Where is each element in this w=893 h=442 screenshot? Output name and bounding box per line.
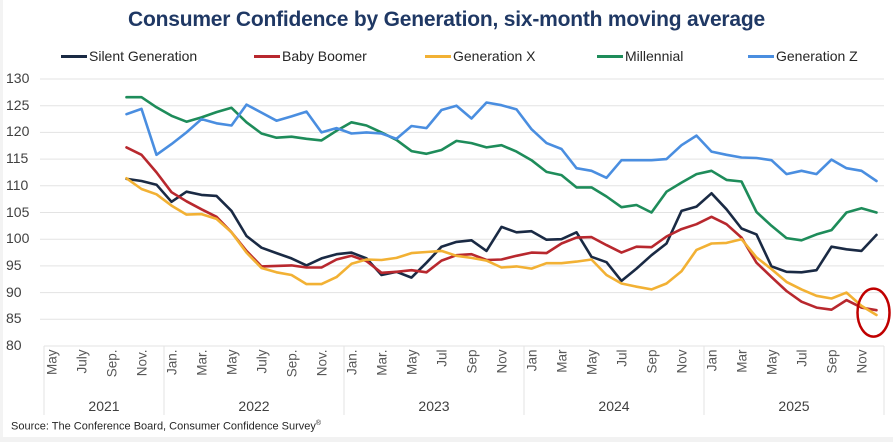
legend-label: Generation Z <box>776 48 858 64</box>
source-text: Source: The Conference Board, Consumer C… <box>11 420 316 433</box>
x-tick-label: Nov <box>494 349 509 374</box>
x-tick-label: Jan. <box>164 349 179 376</box>
x-tick-label: Jul <box>794 349 809 367</box>
legend-label: Millennial <box>625 48 684 64</box>
year-label: 2023 <box>418 398 450 414</box>
chart-title: Consumer Confidence by Generation, six-m… <box>128 8 765 31</box>
x-tick-label: Nov <box>854 349 869 374</box>
legend-label: Baby Boomer <box>282 48 367 64</box>
x-tick-label: Jan. <box>344 349 359 376</box>
y-tick-label: 90 <box>6 283 22 300</box>
bottom-strip <box>0 437 893 442</box>
legend-swatch <box>425 54 451 58</box>
x-tick-label: Nov. <box>314 349 329 377</box>
y-tick-label: 105 <box>6 203 30 220</box>
x-tick-label: Sep. <box>104 349 119 378</box>
legend-label: Generation X <box>453 48 536 64</box>
x-tick-label: Mar <box>554 349 569 373</box>
legend-item-silent-generation: Silent Generation <box>61 48 197 64</box>
legend-item-generation-x: Generation X <box>425 48 536 64</box>
y-tick-label: 95 <box>6 256 22 273</box>
x-axis-box <box>43 345 885 415</box>
series-line-generation-z <box>125 101 878 183</box>
y-tick-label: 110 <box>6 176 29 193</box>
x-tick-label: July <box>254 349 269 374</box>
gridlines <box>40 78 884 320</box>
x-tick-label: May <box>404 349 419 376</box>
year-label: 2024 <box>598 398 630 414</box>
source-note: Source: The Conference Board, Consumer C… <box>11 420 321 433</box>
x-tick-label: Mar <box>734 349 749 373</box>
x-tick-label: May <box>764 349 779 376</box>
year-label: 2022 <box>238 398 270 414</box>
series-line-generation-x <box>125 177 878 317</box>
x-tick-label: May <box>44 349 59 376</box>
legend-label: Silent Generation <box>89 48 198 64</box>
x-tick-label: Sep <box>644 349 659 374</box>
y-tick-label: 85 <box>6 310 22 327</box>
series-line-silent-generation <box>125 177 878 283</box>
y-tick-label: 130 <box>6 70 30 86</box>
legend-swatch <box>748 54 774 58</box>
x-tick-label: Jul <box>434 349 449 367</box>
legend-swatch <box>61 54 87 58</box>
year-label: 2025 <box>778 398 810 414</box>
x-tick-label: Nov <box>674 349 689 374</box>
x-tick-label: Mar. <box>194 349 209 376</box>
registered-mark: ® <box>315 420 322 427</box>
x-tick-label: Jul <box>614 349 629 367</box>
y-tick-label: 115 <box>6 150 29 167</box>
annotations <box>856 287 891 338</box>
legend: Silent Generation Baby Boomer Generation… <box>0 48 893 68</box>
series-line-millennial <box>125 95 878 242</box>
y-tick-label: 80 <box>6 337 22 353</box>
highlight-ellipse <box>856 287 891 338</box>
legend-swatch <box>597 54 623 58</box>
x-tick-label: Sep. <box>284 349 299 378</box>
legend-item-millennial: Millennial <box>597 48 683 64</box>
legend-item-generation-z: Generation Z <box>748 48 858 64</box>
year-label: 2021 <box>88 398 120 414</box>
x-tick-label: July <box>74 349 89 374</box>
x-tick-label: Nov. <box>134 349 149 377</box>
y-tick-label: 100 <box>6 230 30 247</box>
x-tick-label: Sep <box>464 349 479 374</box>
x-tick-label: Mar. <box>374 349 389 376</box>
legend-item-baby-boomer: Baby Boomer <box>254 48 367 64</box>
y-tick-label: 125 <box>6 96 30 113</box>
x-tick-label: Jan <box>704 349 719 372</box>
x-tick-label: May <box>224 349 239 376</box>
x-tick-label: Jan <box>524 349 539 372</box>
x-tick-label: May <box>584 349 599 376</box>
y-tick-label: 120 <box>6 123 30 140</box>
series-lines <box>125 95 878 317</box>
legend-swatch <box>254 54 280 58</box>
x-tick-label: Sep <box>824 349 839 374</box>
